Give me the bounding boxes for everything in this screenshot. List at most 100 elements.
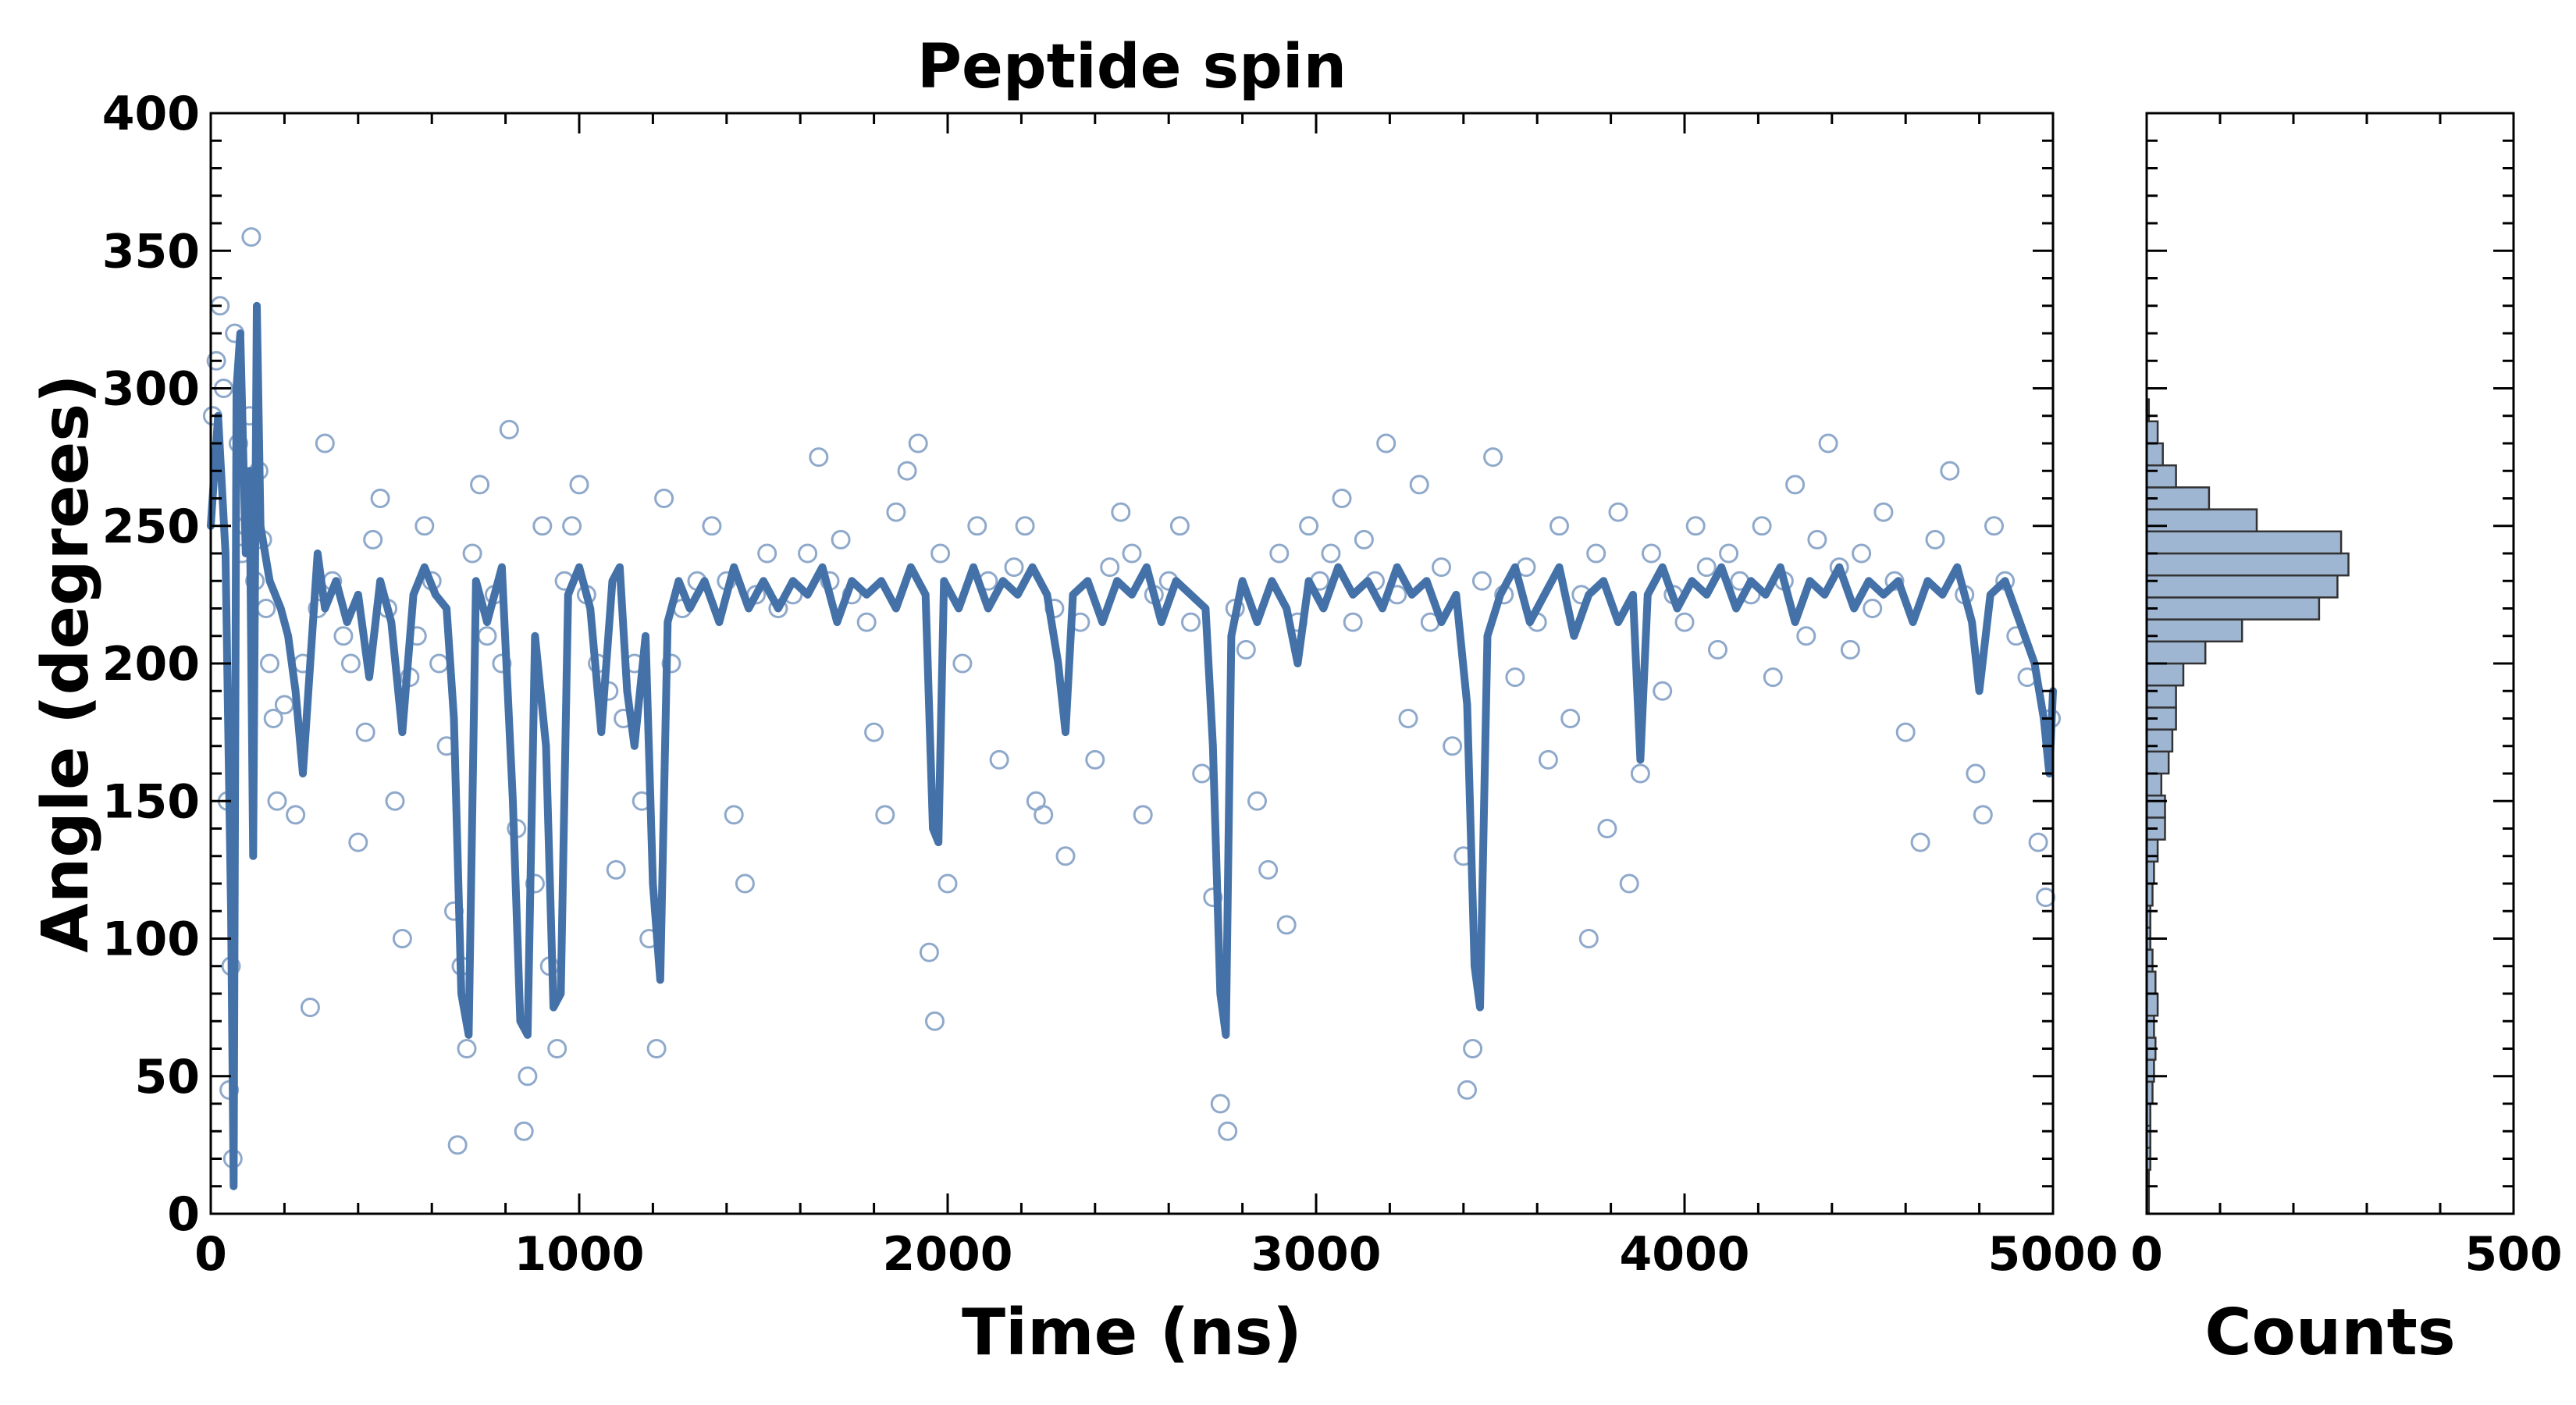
histogram-bar xyxy=(2145,574,2339,599)
scatter-point xyxy=(1269,543,1290,564)
scatter-point xyxy=(1181,612,1201,632)
y-tick-label: 400 xyxy=(102,87,200,141)
histogram-bar xyxy=(2145,662,2185,687)
histogram-bar xyxy=(2145,596,2321,621)
main-x-ticks: 0 1000 2000 3000 4000 5000 xyxy=(194,113,2119,1282)
line-series-container xyxy=(207,301,2057,1190)
scatter-point xyxy=(967,516,987,536)
histogram-bar xyxy=(2145,970,2157,995)
histogram-bar xyxy=(2145,794,2166,819)
histogram-bar xyxy=(2145,992,2159,1017)
scatter-point xyxy=(1630,763,1650,784)
scatter-point xyxy=(1984,516,2004,536)
scatter-point xyxy=(864,722,884,742)
scatter-point xyxy=(2036,887,2056,908)
histogram-bar xyxy=(2145,640,2207,665)
scatter-point xyxy=(263,709,283,728)
scatter-point xyxy=(1895,722,1916,742)
scatter-point xyxy=(447,1135,468,1155)
scatter-point xyxy=(1852,543,1872,564)
scatter-point xyxy=(462,543,482,564)
histogram-bar xyxy=(2145,464,2177,489)
scatter-point xyxy=(415,516,435,536)
scatter-point xyxy=(1642,543,1661,564)
hist-x-tick-label: 500 xyxy=(2464,1227,2562,1282)
scatter-point xyxy=(1457,1080,1477,1100)
scatter-point xyxy=(457,1039,477,1058)
histogram-bar xyxy=(2145,442,2164,467)
scatter-point xyxy=(1505,667,1525,688)
scatter-point xyxy=(1719,543,1739,564)
scatter-point xyxy=(1586,543,1606,564)
histogram-bar xyxy=(2145,772,2163,797)
scatter-point xyxy=(241,227,262,247)
scatter-point xyxy=(267,791,287,811)
scatter-point xyxy=(518,1066,538,1087)
histogram-plot: 0 500 xyxy=(2130,112,2563,1282)
scatter-point xyxy=(1763,667,1783,688)
scatter-point xyxy=(1376,433,1397,454)
scatter-point xyxy=(661,653,681,674)
scatter-point xyxy=(768,599,788,618)
x-tick-label: 1000 xyxy=(514,1227,645,1282)
x-tick-label: 5000 xyxy=(1988,1227,2119,1282)
x-tick-label: 3000 xyxy=(1251,1227,1382,1282)
scatter-point xyxy=(1236,639,1256,660)
scatter-point xyxy=(532,516,553,536)
scatter-point xyxy=(897,461,917,481)
scatter-point xyxy=(547,1039,568,1058)
scatter-point xyxy=(1443,736,1463,756)
scatter-point xyxy=(1818,433,1838,454)
scatter-point xyxy=(875,805,895,825)
scatter-point xyxy=(1483,447,1503,468)
scatter-point xyxy=(1807,529,1827,550)
scatter-point xyxy=(908,433,928,454)
scatter-point xyxy=(925,1011,945,1031)
scatter-point xyxy=(856,612,877,632)
scatter-point xyxy=(1578,929,1599,948)
scatter-point xyxy=(930,543,951,564)
scatter-point xyxy=(315,433,335,454)
scatter-point xyxy=(1550,516,1569,536)
histogram-x-axis-label: Counts xyxy=(2204,1296,2455,1370)
scatter-point xyxy=(1133,805,1153,825)
scatter-point xyxy=(1111,502,1131,522)
scatter-point xyxy=(2028,832,2048,852)
histogram-bar xyxy=(2145,728,2174,753)
scatter-point xyxy=(809,447,829,468)
histogram-bar xyxy=(2145,618,2243,643)
scatter-point xyxy=(1085,749,1105,770)
scatter-point xyxy=(1752,516,1772,536)
histogram-bar xyxy=(2145,530,2343,555)
scatter-point xyxy=(525,873,545,894)
scatter-point xyxy=(1708,639,1727,660)
histogram-bar xyxy=(2145,838,2159,863)
x-tick-label: 4000 xyxy=(1620,1227,1750,1282)
scatter-point xyxy=(333,626,354,646)
scatter-point xyxy=(1685,516,1706,536)
scatter-point xyxy=(1910,832,1930,852)
scatter-point xyxy=(569,475,589,495)
hist-x-tick-label: 0 xyxy=(2130,1227,2163,1282)
scatter-point xyxy=(702,516,722,536)
histogram-bar xyxy=(2145,420,2159,445)
scatter-point xyxy=(1432,557,1451,578)
scatter-point xyxy=(1966,763,1986,784)
scatter-point xyxy=(348,832,368,852)
scatter-point xyxy=(1122,543,1142,564)
scatter-point xyxy=(724,805,744,825)
histogram-bar xyxy=(2145,750,2170,775)
line-series xyxy=(207,301,2057,1190)
scatter-point xyxy=(1785,475,1806,495)
scatter-point xyxy=(1840,639,1860,660)
scatter-point xyxy=(1696,557,1717,578)
scatter-point xyxy=(1471,571,1492,591)
scatter-point xyxy=(1863,599,1883,618)
scatter-point xyxy=(1218,1121,1238,1141)
y-tick-label: 100 xyxy=(102,912,200,967)
scatter-point xyxy=(1597,819,1617,838)
scatter-point xyxy=(1034,805,1054,825)
scatter-point xyxy=(260,653,279,674)
y-tick-label: 50 xyxy=(135,1050,201,1104)
scatter-point xyxy=(735,873,755,894)
